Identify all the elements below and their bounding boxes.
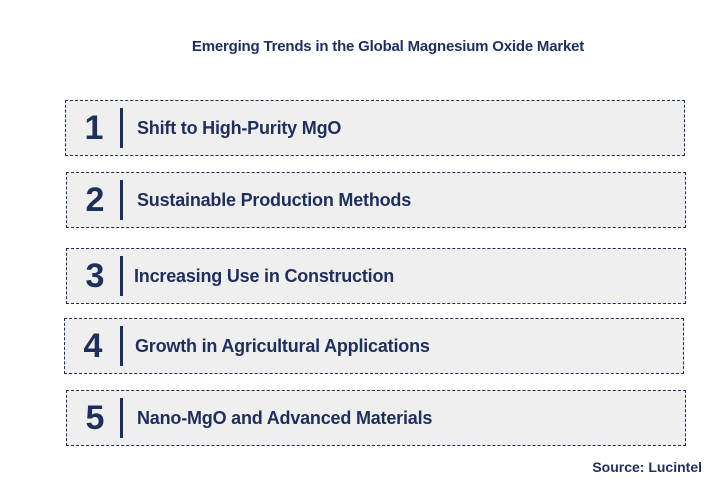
trend-label: Nano-MgO and Advanced Materials bbox=[137, 407, 433, 428]
diagram-title: Emerging Trends in the Global Magnesium … bbox=[191, 38, 585, 55]
divider-bar bbox=[120, 108, 123, 148]
trend-item-5: 5 Nano-MgO and Advanced Materials bbox=[66, 390, 686, 446]
trend-number: 5 bbox=[85, 398, 105, 437]
divider-bar bbox=[120, 256, 123, 296]
divider-bar bbox=[120, 398, 123, 438]
trend-number: 1 bbox=[84, 108, 104, 147]
trend-item-2: 2 Sustainable Production Methods bbox=[66, 172, 686, 228]
trend-number: 3 bbox=[85, 256, 105, 295]
trend-label: Shift to High-Purity MgO bbox=[137, 117, 342, 138]
trend-label: Increasing Use in Construction bbox=[134, 265, 395, 286]
divider-bar bbox=[120, 180, 123, 220]
trend-number: 4 bbox=[83, 326, 103, 365]
trend-number: 2 bbox=[85, 180, 105, 219]
trend-item-3: 3 Increasing Use in Construction bbox=[66, 248, 686, 304]
trend-item-4: 4 Growth in Agricultural Applications bbox=[64, 318, 684, 374]
trend-label: Growth in Agricultural Applications bbox=[135, 335, 430, 356]
source-note: Source: Lucintel bbox=[592, 459, 702, 475]
divider-bar bbox=[120, 326, 123, 366]
trend-label: Sustainable Production Methods bbox=[137, 189, 412, 210]
trend-item-1: 1 Shift to High-Purity MgO bbox=[65, 100, 685, 156]
